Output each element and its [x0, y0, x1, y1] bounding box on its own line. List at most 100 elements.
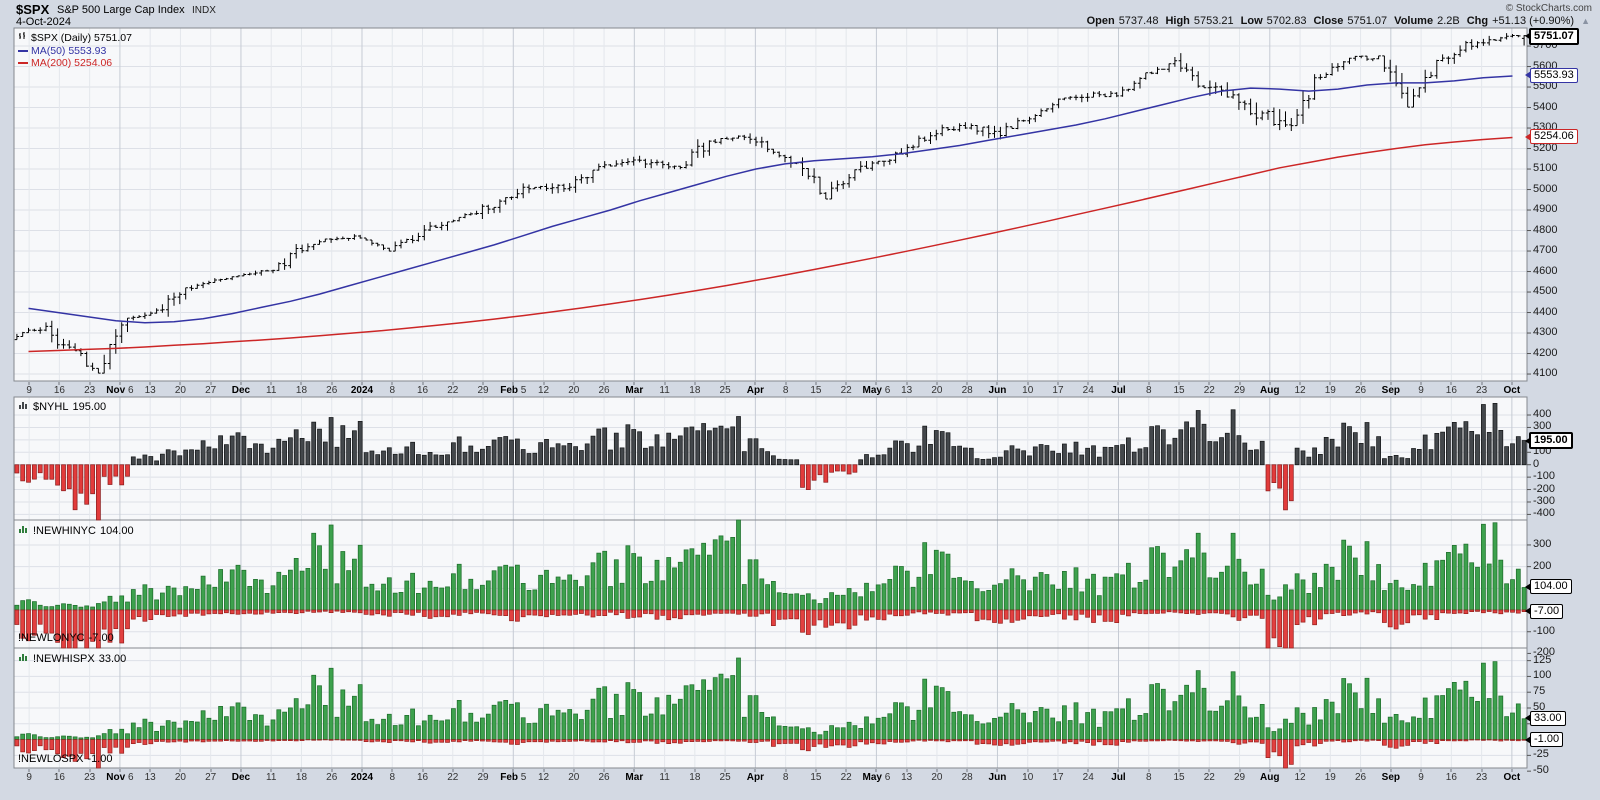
x-axis-tick	[664, 382, 666, 385]
x-axis-tick	[754, 769, 756, 772]
x-axis-tick	[966, 382, 968, 385]
line-icon	[18, 49, 28, 52]
quote-label: Volume	[1394, 15, 1434, 27]
x-axis-tick	[1208, 769, 1210, 772]
y-axis-label: 300	[1533, 537, 1552, 550]
x-axis-tick	[1239, 769, 1241, 772]
x-axis-tick	[906, 769, 908, 772]
y-axis-label: 100	[1533, 669, 1552, 682]
newhispx-value: 33.00	[98, 652, 127, 665]
x-axis-tick	[179, 769, 181, 772]
x-axis-label: 26	[326, 772, 338, 783]
x-axis-label: Dec	[231, 772, 251, 783]
x-axis-tick	[28, 769, 30, 772]
x-axis-label: 15	[1173, 772, 1185, 783]
x-axis-tick	[58, 382, 60, 385]
x-axis-label: 2024	[350, 385, 374, 396]
y-axis-label: 125	[1533, 653, 1552, 666]
x-axis-tick	[1087, 769, 1089, 772]
quote-value: 5737.48	[1118, 15, 1159, 27]
x-axis-label: 26	[598, 385, 610, 396]
x-axis-tick	[1148, 382, 1150, 385]
y-axis-label: -100	[1533, 470, 1556, 483]
x-axis-tick	[1027, 769, 1029, 772]
x-axis-label: 23	[1476, 772, 1488, 783]
x-axis-tick	[179, 382, 181, 385]
x-axis-tick	[785, 769, 787, 772]
x-axis-label: 16	[416, 772, 429, 783]
x-axis-label: 11	[659, 772, 670, 783]
x-axis-label: 23	[1476, 385, 1488, 396]
y-axis-label: 300	[1533, 420, 1552, 433]
x-axis-tick	[664, 769, 666, 772]
x-axis-tick	[512, 769, 514, 772]
y-axis-label: 4800	[1533, 223, 1558, 236]
x-axis-tick	[1420, 769, 1422, 772]
x-axis-label: Dec	[231, 385, 251, 396]
x-axis-tick	[1299, 382, 1301, 385]
y-axis-label: 4900	[1533, 203, 1558, 216]
y-axis-label: 5200	[1533, 141, 1558, 154]
x-axis-label: 26	[1355, 385, 1367, 396]
callout-arrow-icon	[1525, 582, 1531, 591]
x-axis-tick	[119, 769, 121, 772]
y-axis-label: -50	[1533, 764, 1549, 777]
x-axis-label: 22	[840, 772, 852, 783]
x-axis-tick	[1057, 769, 1059, 772]
quote-bar: Open 5737.48 High 5753.21 Low 5702.83 Close 575…	[1087, 15, 1590, 27]
x-axis-label: 20	[568, 385, 580, 396]
x-axis-tick	[482, 769, 484, 772]
x-axis-tick	[361, 769, 363, 772]
x-axis-label: Mar	[625, 385, 644, 396]
x-axis-label: 15	[1173, 385, 1185, 396]
x-axis-label: Jun	[988, 772, 1007, 783]
stockcharts-credit-link[interactable]: © StockCharts.com	[1505, 3, 1592, 14]
x-axis-tick	[1329, 769, 1331, 772]
legend-item-ma200: MA(200) 5254.06	[18, 57, 132, 70]
price-legend: $SPX (Daily) 5751.07 MA(50) 5553.93 MA(2…	[18, 31, 132, 70]
x-axis-label: 12	[1294, 385, 1306, 396]
x-axis-tick	[845, 769, 847, 772]
x-axis-tick	[1269, 769, 1271, 772]
x-axis-tick	[1390, 382, 1392, 385]
x-axis-tick	[89, 382, 91, 385]
callout-arrow-icon	[1525, 607, 1531, 616]
x-axis-tick	[1178, 382, 1180, 385]
x-axis-label: Oct	[1503, 772, 1521, 783]
quote-value: 2.2B	[1437, 15, 1460, 27]
x-axis-tick	[1329, 382, 1331, 385]
x-axis-tick	[966, 769, 968, 772]
x-axis-tick	[1390, 769, 1392, 772]
x-axis-label: 17	[1052, 385, 1064, 396]
y-axis-label: -200	[1533, 482, 1556, 495]
x-axis-tick	[482, 382, 484, 385]
newhinyc-panel-label: !NEWHINYC 104.00	[18, 524, 134, 537]
x-axis-label: 20	[568, 772, 580, 783]
date-axis-top: 9 16 23 Nov 6 13 20 27 Dec 11 18 26 2024 8 16 22 29 Feb …	[0, 382, 1600, 399]
y-axis-label: 4600	[1533, 264, 1558, 277]
x-axis-tick	[1481, 769, 1483, 772]
x-axis-label: 24	[1082, 385, 1094, 396]
x-axis-label: 27	[205, 385, 217, 396]
x-axis-label: 13	[144, 772, 156, 783]
x-axis-label: 13	[901, 772, 913, 783]
x-axis-label: May 6	[862, 772, 891, 783]
x-axis-tick	[1511, 769, 1513, 772]
x-axis-tick	[1027, 382, 1029, 385]
legend-label-ma50: MA(50) 5553.93	[31, 44, 107, 57]
value-callout: 5254.06	[1525, 129, 1578, 145]
value-callout: 104.00	[1525, 579, 1572, 595]
x-axis-label: 11	[266, 385, 277, 396]
quote-label: Chg	[1466, 15, 1489, 27]
x-axis-tick	[210, 382, 212, 385]
x-axis-tick	[28, 382, 30, 385]
x-axis-tick	[815, 769, 817, 772]
x-axis-label: 20	[174, 772, 186, 783]
y-axis-label: 0	[1533, 457, 1540, 470]
nyhl-panel-label: $NYHL 195.00	[18, 400, 106, 413]
x-axis-tick	[936, 382, 938, 385]
x-axis-label: 16	[53, 772, 65, 783]
y-axis-label: 4200	[1533, 346, 1558, 359]
x-axis-tick	[845, 382, 847, 385]
x-axis-tick	[300, 769, 302, 772]
